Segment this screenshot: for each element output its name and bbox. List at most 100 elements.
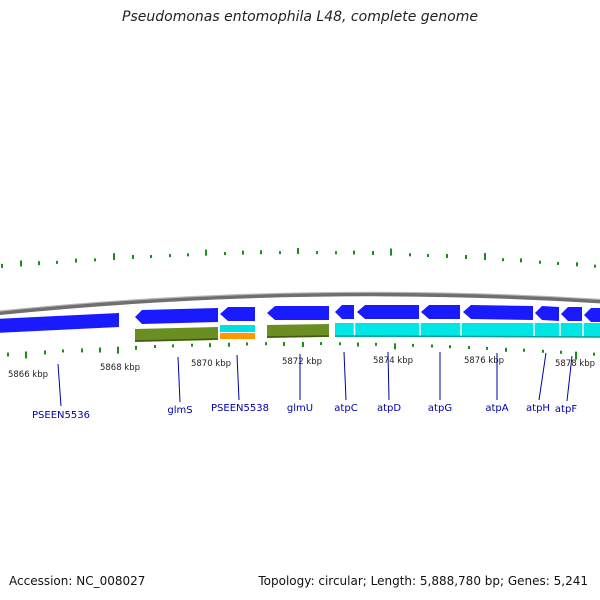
scale-label: 5874 kbp [373, 356, 413, 366]
gene-label-glms[interactable]: glmS [167, 405, 192, 416]
gc-tick [539, 260, 541, 264]
gc-tick [594, 264, 596, 268]
gc-tick [409, 253, 411, 257]
gc-tick [117, 346, 119, 354]
accession-text: Accession: NC_008027 [9, 574, 146, 588]
gc-tick [560, 350, 562, 354]
gene-atpa[interactable] [463, 305, 533, 320]
gc-tick [557, 261, 559, 265]
feature-glms-cds[interactable] [135, 327, 218, 342]
gc-tick [575, 351, 577, 360]
feature-pseen5538-orange[interactable] [220, 333, 255, 339]
gc-tick [431, 344, 433, 348]
gc-tick [468, 346, 470, 350]
gc-tick [297, 248, 299, 255]
gc-tick [279, 251, 281, 255]
gc-tick [62, 349, 64, 353]
gene-glms[interactable] [135, 308, 218, 324]
gc-tick [265, 342, 267, 346]
scale-label: 5870 kbp [191, 359, 231, 369]
gene-label-leader [343, 351, 347, 401]
gc-tick [209, 343, 211, 348]
gc-tick [38, 261, 40, 266]
gc-tick [320, 342, 322, 346]
gc-tick [283, 342, 285, 347]
gene-label-atpa[interactable]: atpA [485, 403, 508, 414]
gc-tick [1, 263, 3, 268]
gc-tick [505, 347, 507, 352]
gc-tick [228, 342, 230, 347]
gc-tick [465, 254, 467, 259]
gene-label-leader [387, 351, 390, 401]
gc-tick [339, 342, 341, 346]
gene-label-atpc[interactable]: atpC [334, 403, 357, 414]
gc-tick [242, 250, 244, 255]
gene-label-atpg[interactable]: atpG [428, 403, 452, 414]
scale-label: 5866 kbp [8, 370, 48, 380]
gene-glmu[interactable] [267, 306, 329, 320]
gc-tick [113, 253, 115, 261]
gc-tick [357, 342, 359, 347]
map-title: Pseudomonas entomophila L48, complete ge… [122, 9, 478, 25]
feature-pseen5538-rna[interactable] [220, 325, 255, 332]
gc-tick [302, 342, 304, 348]
gene-labels: PSEEN5536 glmS PSEEN5538 glmU atpC atpD atpG at… [32, 351, 577, 421]
gene-atpg[interactable] [421, 305, 460, 319]
gc-tick [446, 253, 448, 258]
gc-tick [25, 351, 27, 359]
gc-tick [576, 262, 578, 267]
gene-label-atpf[interactable]: atpF [555, 404, 577, 415]
gc-tick [486, 346, 488, 350]
gene-label-atph[interactable]: atpH [526, 403, 550, 414]
gene-label-leader [236, 354, 240, 401]
gc-tick [260, 250, 262, 255]
feature-track [134, 323, 600, 342]
gene-label-pseen5538[interactable]: PSEEN5538 [211, 403, 269, 414]
gc-tick [316, 251, 318, 255]
genome-backbone [0, 292, 600, 316]
gene-track-forward [0, 305, 600, 333]
gene-next[interactable] [584, 308, 600, 322]
gc-tick [75, 258, 77, 263]
gc-content-ticks-top [1, 248, 596, 268]
gc-tick [154, 345, 156, 349]
gene-atpd[interactable] [357, 305, 419, 319]
gene-label-leader [538, 352, 547, 401]
gene-atpc[interactable] [335, 305, 354, 319]
gc-tick [520, 258, 522, 263]
gene-pseen5538[interactable] [220, 307, 255, 321]
gc-tick [81, 348, 83, 353]
feature-glmu-cds[interactable] [267, 324, 329, 338]
gc-tick [94, 258, 96, 262]
gc-tick [375, 342, 377, 346]
gc-tick [502, 258, 504, 262]
gc-tick [7, 352, 9, 357]
gene-atph[interactable] [535, 306, 559, 321]
gc-tick [99, 347, 101, 353]
gc-tick [20, 260, 22, 267]
scale-label: 5868 kbp [100, 363, 140, 373]
gene-label-leader [566, 355, 573, 402]
gc-tick [224, 252, 226, 256]
gc-tick [169, 254, 171, 258]
gc-tick [135, 345, 137, 350]
gc-tick [172, 344, 174, 348]
gc-tick [412, 343, 414, 347]
gc-tick [523, 348, 525, 352]
gene-label-pseen5536[interactable]: PSEEN5536 [32, 410, 90, 421]
gene-label-atpd[interactable]: atpD [377, 403, 401, 414]
gc-tick [372, 251, 374, 256]
gene-pseen5536[interactable] [0, 313, 119, 333]
gc-tick [246, 342, 248, 346]
gene-atpf[interactable] [561, 307, 582, 321]
gene-label-glmu[interactable]: glmU [287, 403, 313, 414]
gc-tick [353, 250, 355, 255]
gc-tick [427, 254, 429, 258]
gc-tick [335, 251, 337, 255]
gc-tick [390, 248, 392, 256]
gc-tick [150, 255, 152, 259]
gc-tick [132, 255, 134, 260]
gc-tick [56, 260, 58, 264]
gc-tick [593, 352, 595, 356]
